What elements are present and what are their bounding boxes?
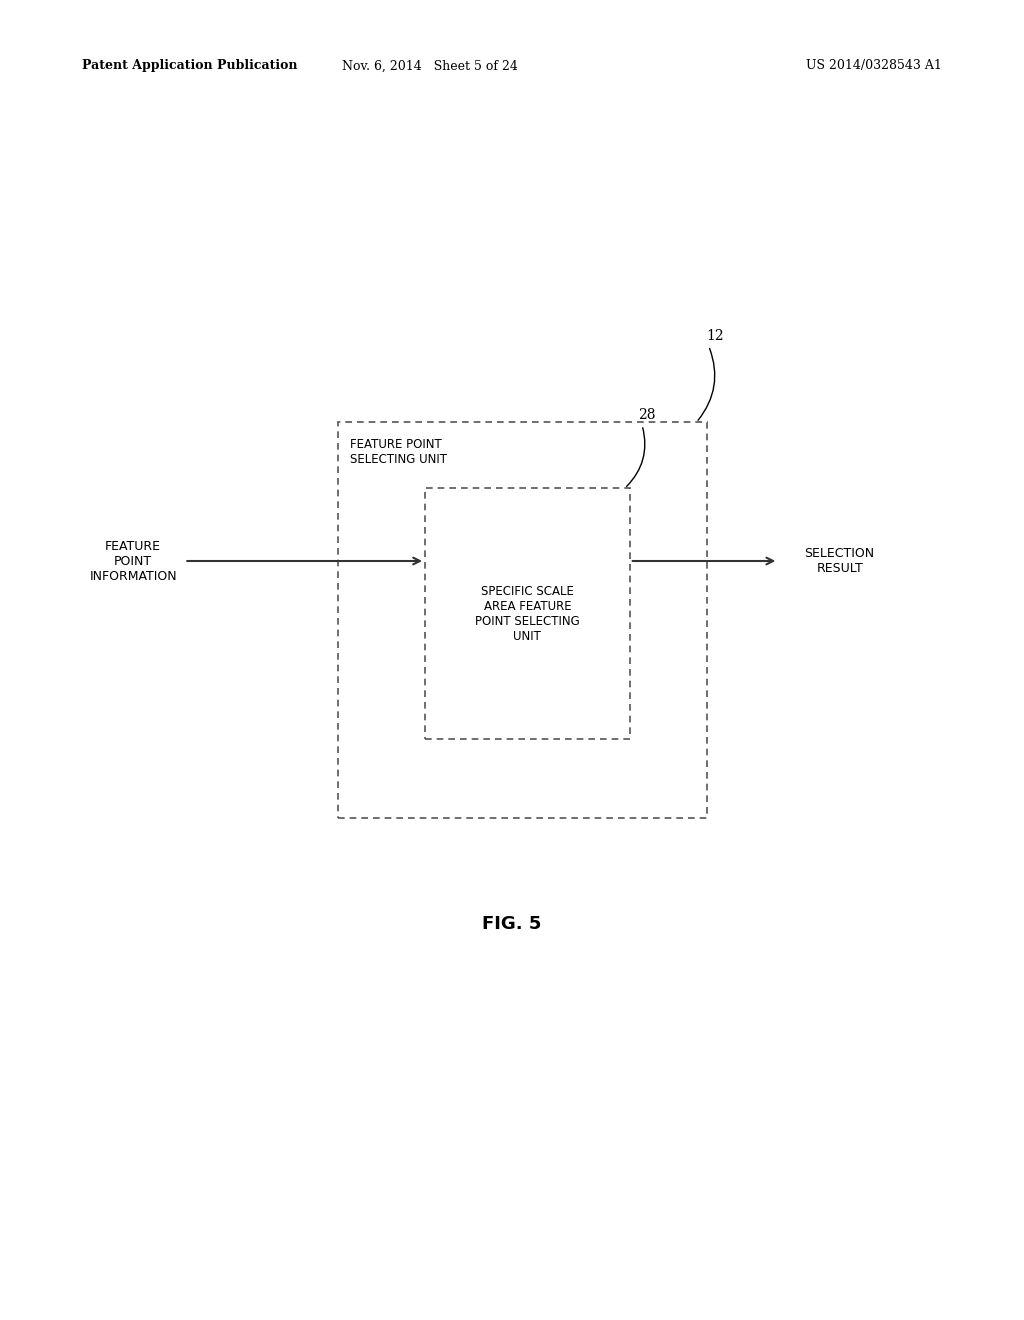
FancyBboxPatch shape bbox=[425, 488, 630, 739]
Text: Patent Application Publication: Patent Application Publication bbox=[82, 59, 297, 73]
Text: Nov. 6, 2014   Sheet 5 of 24: Nov. 6, 2014 Sheet 5 of 24 bbox=[342, 59, 518, 73]
FancyBboxPatch shape bbox=[338, 422, 707, 818]
Text: SELECTION
RESULT: SELECTION RESULT bbox=[805, 546, 874, 576]
Text: 12: 12 bbox=[707, 329, 724, 343]
Text: FEATURE POINT
SELECTING UNIT: FEATURE POINT SELECTING UNIT bbox=[350, 438, 447, 466]
Text: FEATURE
POINT
INFORMATION: FEATURE POINT INFORMATION bbox=[89, 540, 177, 582]
Text: 28: 28 bbox=[638, 408, 655, 422]
Text: FIG. 5: FIG. 5 bbox=[482, 915, 542, 933]
Text: US 2014/0328543 A1: US 2014/0328543 A1 bbox=[806, 59, 942, 73]
Text: SPECIFIC SCALE
AREA FEATURE
POINT SELECTING
UNIT: SPECIFIC SCALE AREA FEATURE POINT SELECT… bbox=[475, 585, 580, 643]
